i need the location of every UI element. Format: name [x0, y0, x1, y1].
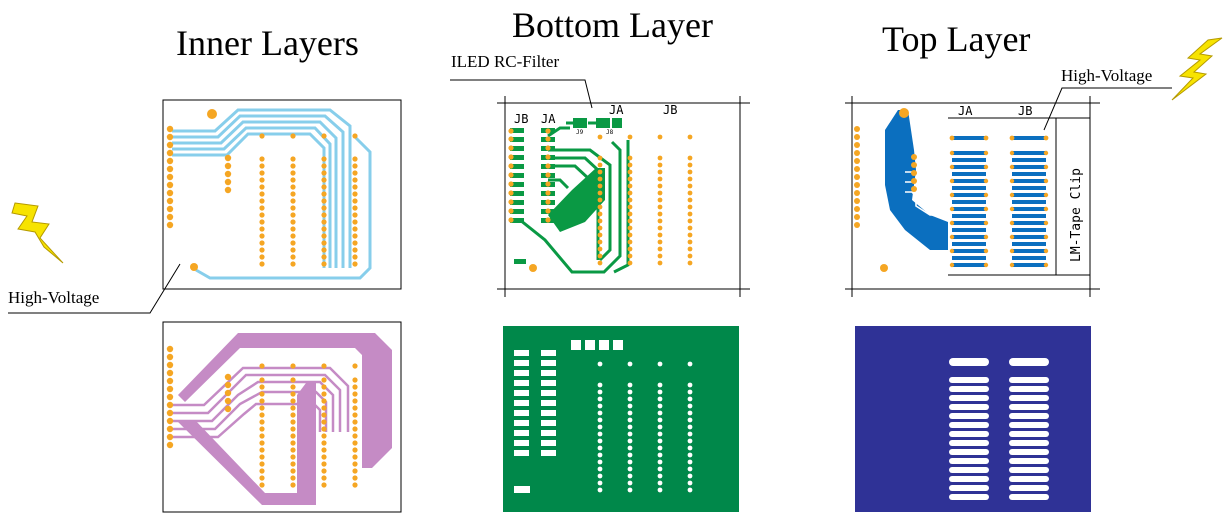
silk-top-jb: JB [1018, 104, 1032, 118]
top-pads-jb [1012, 136, 1046, 267]
top-layer-copper-panel: JA JB LM-Tape Clip [845, 87, 1172, 297]
inner-header-pins [259, 133, 358, 267]
top-layer-mask-panel [855, 326, 1091, 512]
inner-pin-column-4 [352, 133, 358, 267]
top-pad-ends [949, 135, 1049, 268]
bottom-mask-openings [514, 340, 623, 493]
inner-plane-board-outline [162, 321, 402, 513]
inner-pads [166, 109, 232, 271]
annotation-leaders [8, 79, 593, 314]
top-pads [854, 108, 917, 272]
inner-pin-column-3 [321, 133, 327, 267]
silk-lm-tape-clip: LM-Tape Clip [1069, 168, 1084, 262]
bottom-mask-pin-openings [597, 361, 693, 493]
inner-layer-traces-panel [162, 99, 402, 290]
top-board-crop-lines [845, 96, 1100, 297]
top-hv-copper-pour [885, 110, 948, 250]
top-pads-ja [952, 136, 986, 267]
iled-filter-leader [450, 79, 593, 109]
lightning-left-icon [11, 202, 64, 264]
silk-j8: J8 [606, 129, 614, 136]
high-voltage-left-leader [8, 263, 181, 314]
silk-top-ja: JA [958, 104, 973, 118]
bottom-copper-pour [514, 118, 622, 264]
top-hv-leader [1043, 87, 1172, 131]
inner-layer-planes-panel [162, 321, 402, 513]
silk-j9: J9 [576, 129, 584, 136]
bottom-jb-pads [510, 128, 524, 223]
bottom-layer-mask-panel [503, 326, 739, 512]
inner-pin-column-2 [290, 133, 296, 267]
inner-signal-traces [172, 108, 372, 280]
high-voltage-top-label: High-Voltage [1061, 66, 1153, 85]
inner-power-plane [178, 333, 392, 468]
inner-pin-column-1 [259, 133, 265, 267]
inner-plane-traces [172, 366, 350, 439]
inner-plane-pads [166, 345, 232, 449]
bottom-mask-board [503, 326, 739, 512]
top-layer-title: Top Layer [882, 19, 1031, 59]
bottom-board-crop-lines [497, 96, 750, 297]
iled-rc-filter-label: ILED RC-Filter [451, 52, 560, 71]
inner-board-outline [162, 99, 402, 290]
silk-jb-left: JB [514, 112, 528, 126]
bottom-traces [513, 121, 630, 274]
inner-layers-title: Inner Layers [176, 23, 359, 63]
bottom-header-pins [597, 134, 693, 266]
silk-jb-right: JB [663, 103, 677, 117]
bottom-layer-title: Bottom Layer [512, 5, 713, 45]
silk-ja-left: JA [541, 112, 556, 126]
bottom-silkscreen-labels: JB JA JA JB J9 J8 [514, 103, 677, 136]
high-voltage-left-label: High-Voltage [8, 288, 100, 307]
top-silkscreen-labels: JA JB LM-Tape Clip [958, 104, 1084, 262]
top-mask-openings [949, 358, 1049, 500]
lightning-right-icon [1171, 37, 1223, 101]
silk-ja-right: JA [609, 103, 624, 117]
inner-plane-header-pins [259, 363, 358, 488]
bottom-pads [508, 128, 551, 272]
inner-ground-plane [176, 383, 316, 505]
bottom-layer-copper-panel: JB JA JA JB J9 J8 [497, 96, 750, 297]
